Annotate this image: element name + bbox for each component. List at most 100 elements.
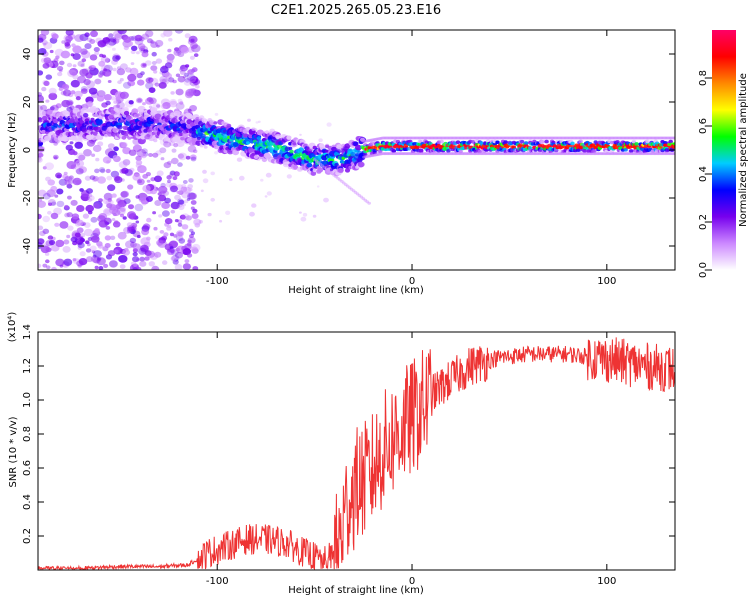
spectrogram-cell (38, 189, 47, 197)
spectrogram-cell (175, 251, 183, 259)
spectrogram-cell (106, 175, 113, 181)
colorbar-tick-label: 0.4 (698, 166, 709, 182)
spectrogram-cell (132, 252, 138, 257)
spectrogram-cell (114, 220, 119, 225)
spectrogram-cell (107, 250, 116, 257)
spectrogram-cell (76, 219, 84, 226)
x-tick-label: 100 (597, 576, 616, 587)
spectrogram-cell (249, 211, 255, 217)
y-tick-label: -20 (22, 190, 33, 206)
spectrogram-cell (85, 80, 96, 89)
spectrogram-cell (265, 172, 272, 178)
spectrogram-cell (544, 139, 549, 144)
spectrogram-cell (167, 179, 171, 184)
spectrogram-cell (202, 178, 209, 184)
spectrogram-cell (38, 48, 47, 55)
spectrogram-cell (86, 188, 93, 194)
spectrogram-cell (177, 231, 184, 237)
spectrogram-cell (83, 228, 94, 237)
spectrogram-cell (148, 87, 156, 93)
spectrogram-cell (134, 34, 143, 42)
spectrogram-cell (275, 135, 281, 140)
spectrogram-cell (98, 60, 106, 67)
spectrogram-cell (134, 203, 144, 212)
spectrogram-cell (187, 108, 192, 112)
spectrogram-cell (163, 162, 171, 169)
spectrogram-cell (184, 72, 189, 77)
spectrogram-cell (110, 96, 116, 101)
spectrogram-cell (55, 239, 65, 248)
spectrogram-cell (146, 236, 151, 241)
spectrogram-cell (190, 42, 198, 49)
spectrogram-cell (186, 242, 192, 247)
spectrogram-cell (84, 222, 91, 228)
spectrogram-cell (93, 203, 100, 209)
spectrogram-cell (337, 167, 344, 173)
spectrogram-cell (107, 184, 116, 192)
spectrogram-cell (312, 214, 317, 218)
spectrogram-cell (65, 144, 74, 151)
spectrogram-cell (105, 100, 111, 106)
spectrogram-cell (38, 238, 45, 245)
spectrogram-cell (150, 40, 155, 44)
spectrogram-cell (135, 113, 140, 117)
snr-series-line (38, 337, 675, 570)
spectrogram-cell (503, 140, 508, 144)
spectrogram-cell (154, 251, 162, 258)
spectrogram-cell (173, 49, 182, 56)
spectrogram-cell (70, 79, 80, 88)
spectrogram-cell (70, 199, 78, 206)
spectrogram-cell (78, 154, 86, 161)
spectrogram-cell (74, 141, 83, 149)
spectrogram-cell (76, 227, 84, 233)
colorbar-tick-label: 0.2 (698, 214, 709, 230)
spectrogram-cell (69, 68, 79, 76)
spectrogram-cell (94, 78, 102, 85)
snr-scale-note: (x10⁴) (7, 312, 18, 343)
spectrogram-cell (193, 53, 199, 57)
spectrogram-cell (578, 139, 583, 144)
spectrogram-cell (88, 66, 93, 70)
spectrogram-cell (47, 210, 52, 215)
spectrogram-cell (48, 202, 52, 206)
spectrogram-cell (323, 197, 329, 203)
spectrogram-cell (80, 48, 88, 55)
spectrogram-cell (292, 142, 297, 146)
spectrogram-cell (192, 266, 199, 270)
spectrogram-cell (225, 143, 230, 147)
spectrogram-cell (38, 263, 42, 268)
spectrogram-cell (150, 107, 158, 113)
spectrogram-cell (127, 226, 135, 232)
spectrogram-cell (194, 222, 201, 228)
spectrogram-cell (140, 132, 146, 137)
spectrogram-cell (77, 242, 85, 249)
spectrogram-cell (70, 90, 76, 95)
spectrogram-cell (79, 188, 84, 192)
spectrogram-cell (38, 198, 43, 202)
spectrogram-cell (177, 222, 183, 227)
spectrogram-cell (87, 101, 94, 107)
spectrogram-cell (76, 152, 86, 161)
spectrogram-cell (153, 70, 158, 74)
spectrogram-cell (44, 162, 54, 171)
spectrogram-cell (113, 249, 119, 254)
spectrogram-cell (133, 263, 138, 267)
spectrogram-cell (102, 156, 112, 164)
spectrogram-cell (103, 217, 112, 225)
spectrogram-cell (119, 264, 126, 269)
spectrogram-cell (80, 107, 88, 114)
spectrogram-cell (219, 219, 223, 223)
spectrogram-cell (38, 37, 44, 43)
spectrogram-cell (136, 51, 140, 55)
spectrogram-cell (88, 64, 95, 71)
spectrogram-cell (131, 108, 139, 115)
spectrogram-cell (142, 185, 151, 192)
spectrogram-cell (85, 72, 93, 79)
spectrogram-cell (300, 216, 307, 222)
spectrogram-cell (255, 121, 259, 124)
spectrogram-cell (170, 255, 178, 262)
spectrogram-cell (132, 144, 142, 152)
spectrogram-cell (38, 213, 42, 220)
spectrogram-cell (66, 62, 73, 68)
spectrogram-cell (96, 257, 106, 266)
